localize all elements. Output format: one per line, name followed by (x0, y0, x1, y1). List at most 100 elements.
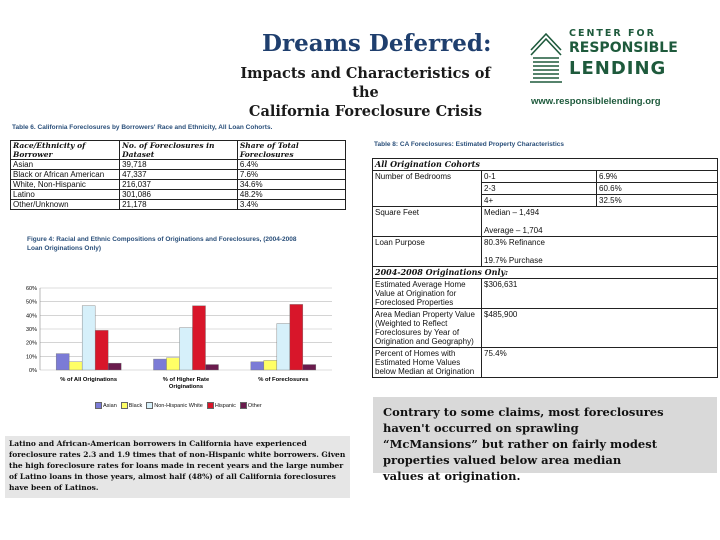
callout-line3: values at origination. (383, 469, 521, 483)
table-row: 2004-2008 Originations Only: (372, 266, 718, 279)
table-row: Percent of Homes with Estimated Home Val… (372, 347, 718, 378)
subtitle-line2: California Foreclosure Crisis (248, 103, 483, 120)
section-header: All Origination Cohorts (372, 158, 718, 171)
table-cell: 34.6% (236, 179, 347, 190)
table-header-cell: Share of Total Foreclosures (236, 140, 347, 160)
table-cell: 2-3 (481, 182, 597, 195)
legend-label: Black (128, 402, 143, 409)
table-cell: 21,178 (119, 199, 238, 210)
section-header: 2004-2008 Originations Only: (372, 266, 718, 279)
legend-label: Hispanic (214, 402, 236, 409)
legend-swatch (120, 402, 128, 409)
y-tick-label: 50% (26, 300, 37, 306)
callout-line2: “McMansions” but rather on fairly modest… (383, 437, 658, 467)
mcmansion-callout: Contrary to some claims, most foreclosur… (373, 397, 717, 483)
y-tick-label: 40% (26, 313, 37, 319)
table-cell: Asian (9, 159, 121, 170)
crl-logo: CENTER FOR RESPONSIBLE LENDING (527, 26, 678, 86)
table-cell: 80.3% Refinance 19.7% Purchase (481, 236, 718, 267)
y-tick-label: 60% (26, 286, 37, 292)
bar (302, 364, 317, 371)
table-cell: 47,337 (119, 169, 238, 180)
bar (289, 304, 304, 371)
logo-line3: LENDING (569, 58, 667, 79)
chart-legend: Asian Black Non-Hispanic White Hispanic Othe… (95, 402, 266, 409)
legend-label: Other (247, 402, 262, 409)
table-cell: Median – 1,494 Average – 1,704 (481, 206, 718, 237)
table-cell: 216,037 (119, 179, 238, 190)
legend-swatch (95, 402, 102, 409)
table-row: Asian 39,718 6.4% (9, 159, 347, 170)
x-category-label: % of Foreclosures (258, 377, 308, 383)
legend-swatch (146, 402, 154, 409)
x-category-label: % of All Originations (60, 377, 117, 383)
table-cell: White, Non-Hispanic (9, 179, 121, 190)
bar (263, 360, 278, 371)
legend-label: Non-Hispanic White (154, 402, 203, 409)
figure4-bar-chart: 0% 10% 20% 30% 40% 50% 60% % of All Origination… (26, 286, 332, 390)
logo-line2: RESPONSIBLE (569, 40, 678, 56)
table-cell: 3.4% (236, 199, 347, 210)
figure4-caption-line2: Loan Originations Only) (27, 245, 102, 252)
bar (81, 305, 96, 371)
bar (153, 358, 167, 371)
table-cell: 301,086 (119, 189, 238, 200)
page-subtitle: Impacts and Characteristics of the Calif… (238, 64, 493, 121)
table-cell: 4+ (481, 194, 597, 207)
purpose-purchase: 19.7% Purchase (484, 256, 543, 265)
table-cell: Square Feet (372, 206, 482, 237)
table-cell: $306,631 (481, 278, 718, 309)
table-row: Black or African American 47,337 7.6% (9, 169, 347, 180)
table-row: Other/Unknown 21,178 3.4% (9, 199, 347, 210)
legend-item: Non-Hispanic White (146, 402, 203, 409)
purpose-refinance: 80.3% Refinance (484, 238, 545, 247)
table-row: Area Median Property Value (Weighted to … (372, 308, 718, 348)
table-cell: Loan Purpose (372, 236, 482, 267)
bar (205, 364, 219, 371)
table-cell: 7.6% (236, 169, 347, 180)
bar (68, 361, 83, 371)
figure4-caption-line1: Figure 4: Racial and Ethnic Compositions… (27, 236, 297, 243)
table-cell: Estimated Average Home Value at Originat… (372, 278, 482, 309)
bar (192, 305, 206, 371)
legend-item: Other (239, 402, 262, 409)
y-tick-label: 30% (26, 327, 37, 333)
sqft-median: Median – 1,494 (484, 208, 540, 217)
latino-note: Latino and African-American borrowers in… (5, 436, 350, 498)
table-row: White, Non-Hispanic 216,037 34.6% (9, 179, 347, 190)
bar (55, 353, 70, 371)
table-header-cell: Race/Ethnicity of Borrower (9, 140, 121, 160)
table-cell: 0-1 (481, 170, 597, 183)
bar (179, 327, 193, 371)
table8: All Origination Cohorts Number of Bedroo… (372, 158, 718, 378)
website-link[interactable]: www.responsiblelending.org (531, 96, 661, 107)
callout-line1: Contrary to some claims, most foreclosur… (383, 405, 664, 435)
page-title: Dreams Deferred: (262, 30, 492, 57)
legend-swatch (206, 402, 214, 409)
table-row: 4+ 32.5% (373, 194, 718, 207)
table-cell: Other/Unknown (9, 199, 121, 210)
table-row: Latino 301,086 48.2% (9, 189, 347, 200)
table6: Race/Ethnicity of Borrower No. of Forecl… (9, 140, 347, 210)
table6-caption: Table 6. California Foreclosures by Borr… (12, 124, 273, 131)
table-header-row: Race/Ethnicity of Borrower No. of Forecl… (9, 140, 347, 160)
table-header-cell: No. of Foreclosures in Dataset (119, 140, 238, 160)
table-cell: Number of Bedrooms (372, 170, 482, 207)
table-row: All Origination Cohorts (372, 158, 718, 171)
bar (107, 362, 122, 371)
x-category-label: Originations (169, 384, 203, 390)
table-row: Number of Bedrooms 0-1 6.9% (372, 170, 718, 207)
subtitle-line1: Impacts and Characteristics of the (240, 65, 491, 101)
legend-item: Black (120, 402, 143, 409)
table-cell: 60.6% (596, 182, 718, 195)
table-cell: Black or African American (9, 169, 121, 180)
x-category-label: % of Higher Rate (163, 377, 210, 383)
bar (250, 361, 265, 371)
legend-label: Asian (103, 402, 117, 409)
legend-item: Asian (95, 402, 117, 409)
table-row: Square Feet Median – 1,494 Average – 1,7… (372, 206, 718, 237)
table-cell: 75.4% (481, 347, 718, 378)
legend-item: Hispanic (206, 402, 236, 409)
table-row: Estimated Average Home Value at Originat… (372, 278, 718, 309)
table-cell: 6.4% (236, 159, 347, 170)
